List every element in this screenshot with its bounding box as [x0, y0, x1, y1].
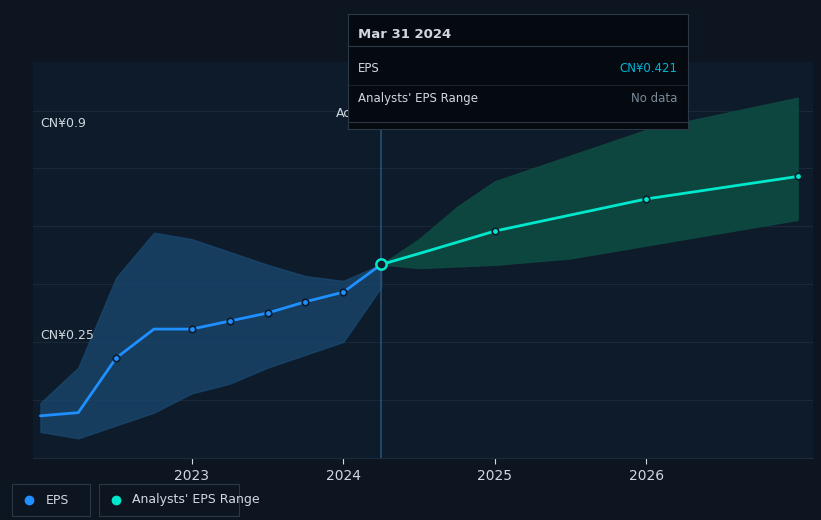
Text: No data: No data: [631, 92, 678, 105]
Point: [640, 195, 653, 203]
Point: [109, 354, 122, 362]
Point: [374, 261, 388, 269]
Text: CN¥0.9: CN¥0.9: [40, 117, 86, 130]
Text: CN¥0.25: CN¥0.25: [40, 329, 94, 342]
Text: Analysts Forecasts: Analysts Forecasts: [390, 108, 507, 121]
Point: [299, 297, 312, 306]
Text: CN¥0.421: CN¥0.421: [620, 62, 678, 75]
Text: EPS: EPS: [46, 493, 69, 506]
FancyBboxPatch shape: [99, 484, 239, 516]
FancyBboxPatch shape: [12, 484, 90, 516]
Point: [337, 288, 350, 296]
Point: [223, 317, 236, 325]
Text: EPS: EPS: [358, 62, 380, 75]
Point: [261, 309, 274, 317]
Text: Actual: Actual: [336, 108, 375, 121]
Point: [186, 325, 199, 333]
Text: Analysts' EPS Range: Analysts' EPS Range: [358, 92, 478, 105]
Point: [791, 172, 805, 180]
Point: [488, 227, 502, 235]
Text: Mar 31 2024: Mar 31 2024: [358, 28, 452, 41]
Text: Analysts' EPS Range: Analysts' EPS Range: [132, 493, 260, 506]
